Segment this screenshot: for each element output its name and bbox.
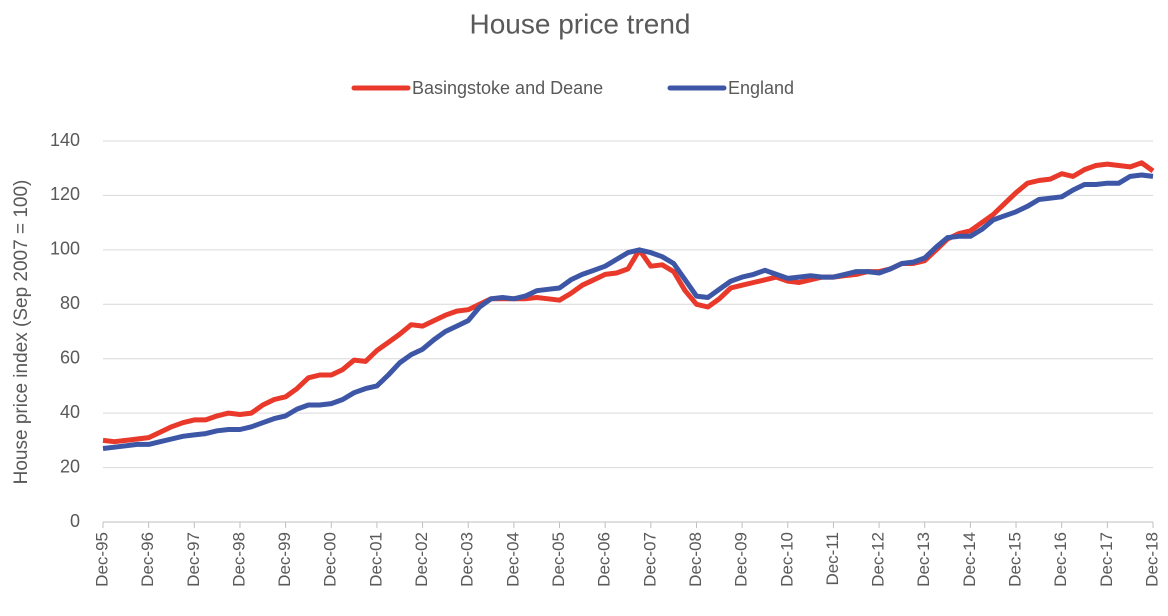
y-tick-label: 140 xyxy=(50,130,80,150)
x-tick-label: Dec-18 xyxy=(1142,532,1161,587)
series-line xyxy=(102,160,1155,445)
x-tick-label: Dec-02 xyxy=(412,532,431,587)
x-tick-label: Dec-04 xyxy=(503,532,522,587)
x-tick-label: Dec-10 xyxy=(777,532,796,587)
chart-title: House price trend xyxy=(469,8,690,39)
y-tick-label: 60 xyxy=(60,347,80,367)
x-tick-label: Dec-00 xyxy=(321,532,340,587)
x-tick-label: Dec-06 xyxy=(595,532,614,587)
y-tick-label: 0 xyxy=(70,511,80,531)
x-tick-label: Dec-03 xyxy=(458,532,477,587)
x-tick-label: Dec-15 xyxy=(1006,532,1025,587)
y-axis-label: House price index (Sep 2007 = 100) xyxy=(11,180,32,485)
y-tick-label: 20 xyxy=(60,456,80,476)
x-tick-label: Dec-97 xyxy=(184,532,203,587)
legend-label: England xyxy=(728,78,794,98)
y-tick-label: 40 xyxy=(60,402,80,422)
x-tick-label: Dec-12 xyxy=(869,532,888,587)
x-tick-label: Dec-95 xyxy=(92,532,111,587)
x-tick-label: Dec-05 xyxy=(549,532,568,587)
x-tick-label: Dec-96 xyxy=(138,532,157,587)
x-tick-label: Dec-07 xyxy=(640,532,659,587)
x-tick-label: Dec-16 xyxy=(1051,532,1070,587)
x-tick-label: Dec-14 xyxy=(960,532,979,587)
y-tick-label: 120 xyxy=(50,184,80,204)
x-tick-label: Dec-08 xyxy=(686,532,705,587)
x-tick-label: Dec-99 xyxy=(275,532,294,587)
x-tick-label: Dec-98 xyxy=(229,532,248,587)
x-tick-label: Dec-01 xyxy=(366,532,385,587)
y-tick-label: 100 xyxy=(50,239,80,259)
x-tick-label: Dec-17 xyxy=(1097,532,1116,587)
y-tick-label: 80 xyxy=(60,293,80,313)
series-line xyxy=(102,172,1154,451)
x-tick-label: Dec-11 xyxy=(823,532,842,586)
legend-label: Basingstoke and Deane xyxy=(412,78,603,98)
x-tick-label: Dec-13 xyxy=(914,532,933,587)
x-tick-label: Dec-09 xyxy=(732,532,751,587)
